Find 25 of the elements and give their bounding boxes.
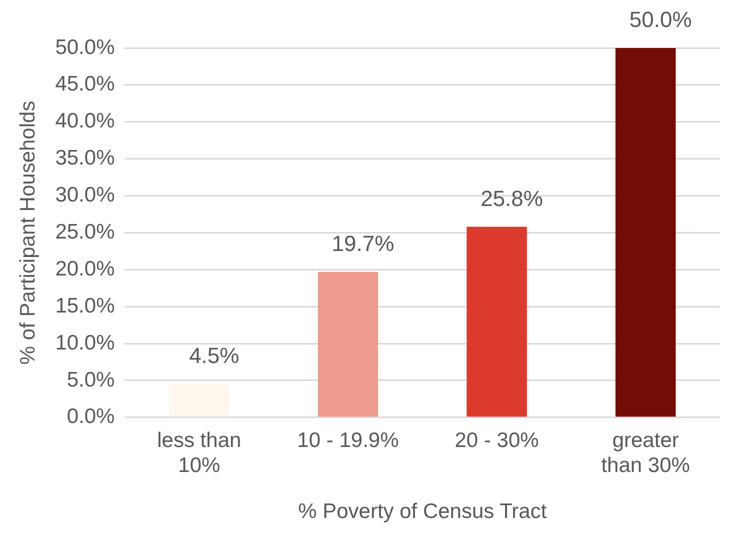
y-tick-label: 20.0% <box>55 257 115 280</box>
bar <box>318 272 378 417</box>
x-axis-title: % Poverty of Census Tract <box>298 500 547 524</box>
y-tick-label: 35.0% <box>55 146 115 170</box>
data-label: 50.0% <box>629 7 692 32</box>
data-label: 4.5% <box>189 343 240 368</box>
x-tick-label: less than 10% <box>157 428 242 477</box>
y-tick-label: 40.0% <box>55 110 115 133</box>
bar <box>615 48 676 417</box>
y-tick-label: 50.0% <box>55 36 115 59</box>
y-tick-label: 45.0% <box>55 72 115 96</box>
x-tick-label: greater than 30% <box>601 428 690 477</box>
y-tick-label: 15.0% <box>55 294 115 318</box>
data-label: 25.8% <box>480 186 543 211</box>
data-label: 19.7% <box>332 230 394 256</box>
y-axis-title: % of Participant Households <box>16 100 40 365</box>
bar <box>169 384 230 417</box>
bar <box>466 226 527 417</box>
y-tick-label: 10.0% <box>55 331 115 354</box>
x-tick-label: 10 - 19.9% <box>297 428 399 452</box>
y-tick-label: 5.0% <box>66 368 115 392</box>
y-tick-label: 25.0% <box>55 220 115 244</box>
y-tick-label: 30.0% <box>55 184 115 207</box>
x-tick-label: 20 - 30% <box>454 428 539 452</box>
y-tick-label: 0.0% <box>66 405 115 428</box>
